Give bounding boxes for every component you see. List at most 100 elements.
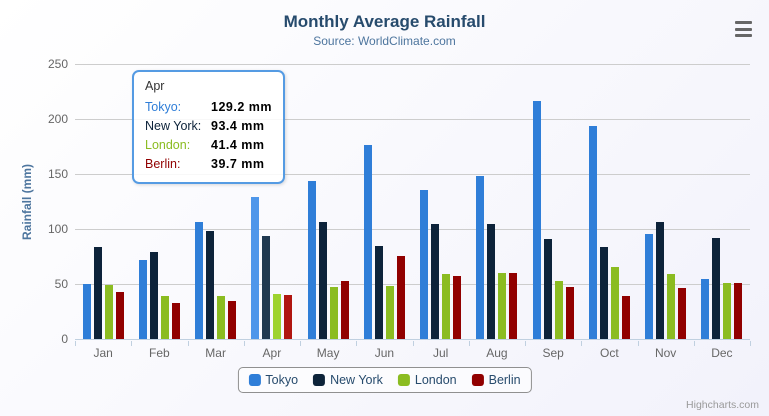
bar-new-york-mar[interactable] <box>206 230 215 339</box>
x-axis-tick <box>581 341 583 346</box>
tooltip: Apr Tokyo: 129.2 mm New York: 93.4 mm London… <box>132 70 285 184</box>
bar-tokyo-nov[interactable] <box>645 233 654 339</box>
bar-new-york-dec[interactable] <box>712 237 721 339</box>
y-axis-labels: 0 50 100 150 200 250 <box>0 0 68 416</box>
bar-berlin-feb[interactable] <box>171 302 180 339</box>
bar-berlin-may[interactable] <box>340 281 349 339</box>
bar-new-york-jun[interactable] <box>374 246 383 339</box>
tooltip-header: Apr <box>145 79 165 93</box>
x-axis-label-feb: Feb <box>149 346 170 360</box>
bar-new-york-feb[interactable] <box>149 252 158 339</box>
bar-tokyo-jan[interactable] <box>82 284 91 339</box>
bar-london-may[interactable] <box>329 287 338 339</box>
bar-group-apr <box>244 65 300 339</box>
bar-berlin-jun[interactable] <box>396 255 405 339</box>
bar-tokyo-aug[interactable] <box>476 175 485 339</box>
tooltip-row-berlin: Berlin: 39.7 mm <box>145 154 272 173</box>
bar-london-jan[interactable] <box>104 285 113 339</box>
legend-item-london[interactable]: London <box>397 373 457 387</box>
bar-berlin-dec[interactable] <box>734 282 743 339</box>
bar-berlin-nov[interactable] <box>678 287 687 339</box>
gridline-150 <box>75 174 750 175</box>
credits-link[interactable]: Highcharts.com <box>686 399 759 411</box>
bar-new-york-aug[interactable] <box>487 224 496 339</box>
x-axis-labels: Jan Feb Mar Apr May Jun Jul Aug Sep Oct Nov Dec <box>75 346 750 360</box>
bar-new-york-jul[interactable] <box>431 223 440 339</box>
bar-group-jul <box>413 65 469 339</box>
legend: Tokyo New York London Berlin <box>237 367 532 393</box>
bar-tokyo-apr[interactable] <box>251 196 260 339</box>
tooltip-series-name: London: <box>145 137 191 152</box>
bar-tokyo-mar[interactable] <box>195 222 204 339</box>
bar-group-aug <box>469 65 525 339</box>
bar-new-york-apr[interactable] <box>262 236 271 339</box>
bar-group-feb <box>131 65 187 339</box>
tooltip-series-value: 41.4 mm <box>211 137 265 152</box>
bar-london-aug[interactable] <box>498 273 507 339</box>
bar-new-york-may[interactable] <box>318 222 327 339</box>
chart-title: Monthly Average Rainfall <box>283 12 486 31</box>
x-axis-tick <box>750 341 751 346</box>
bar-london-nov[interactable] <box>667 273 676 339</box>
legend-item-tokyo[interactable]: Tokyo <box>248 373 298 387</box>
gridline-50 <box>75 284 750 285</box>
bar-london-apr[interactable] <box>273 293 282 339</box>
bar-london-feb[interactable] <box>160 296 169 339</box>
bar-berlin-apr[interactable] <box>284 295 293 339</box>
tooltip-series-value: 93.4 mm <box>211 118 265 133</box>
x-axis-tick <box>243 341 245 346</box>
bar-london-sep[interactable] <box>554 281 563 339</box>
bar-berlin-oct[interactable] <box>621 296 630 339</box>
bar-berlin-jul[interactable] <box>453 275 462 339</box>
bar-berlin-aug[interactable] <box>509 272 518 339</box>
hamburger-bar <box>735 34 752 37</box>
bar-tokyo-feb[interactable] <box>138 260 147 339</box>
y-axis-label-200: 200 <box>47 112 68 126</box>
bar-london-dec[interactable] <box>723 282 732 339</box>
tooltip-series-value: 39.7 mm <box>211 156 265 171</box>
x-axis-label-oct: Oct <box>600 346 619 360</box>
bar-tokyo-oct[interactable] <box>588 125 597 339</box>
hamburger-bar <box>735 27 752 31</box>
legend-label: London <box>414 373 457 387</box>
bar-london-jun[interactable] <box>385 285 394 339</box>
bar-tokyo-may[interactable] <box>307 180 316 339</box>
bar-london-mar[interactable] <box>217 295 226 339</box>
legend-symbol-new-york <box>313 374 326 386</box>
tooltip-row-tokyo: Tokyo: 129.2 mm <box>145 97 272 116</box>
bar-london-jul[interactable] <box>442 274 451 339</box>
bar-group-jan <box>75 65 131 339</box>
bar-tokyo-jul[interactable] <box>420 189 429 339</box>
bar-berlin-jan[interactable] <box>115 292 124 339</box>
bar-berlin-sep[interactable] <box>565 286 574 339</box>
legend-symbol-berlin <box>471 374 484 386</box>
bar-berlin-mar[interactable] <box>228 301 237 339</box>
gridline-100 <box>75 229 750 230</box>
x-axis-tick <box>525 341 526 346</box>
legend-label: New York <box>330 373 383 387</box>
bar-new-york-sep[interactable] <box>543 238 552 339</box>
x-axis-label-sep: Sep <box>542 346 564 360</box>
bar-tokyo-dec[interactable] <box>701 279 710 339</box>
bar-tokyo-jun[interactable] <box>363 145 372 339</box>
x-axis-label-jun: Jun <box>374 346 395 360</box>
x-axis-tick <box>693 341 695 346</box>
x-axis-tick <box>131 341 133 346</box>
x-axis-tick <box>468 341 470 346</box>
tooltip-series-name: Tokyo: <box>145 99 182 114</box>
legend-item-new-york[interactable]: New York <box>313 373 383 387</box>
legend-symbol-london <box>397 374 410 386</box>
y-axis-label-100: 100 <box>47 222 68 236</box>
bar-new-york-jan[interactable] <box>93 247 102 339</box>
bar-new-york-oct[interactable] <box>599 247 608 339</box>
legend-item-berlin[interactable]: Berlin <box>471 373 521 387</box>
bar-new-york-nov[interactable] <box>656 221 665 339</box>
x-axis-label-mar: Mar <box>205 346 226 360</box>
x-axis-label-nov: Nov <box>654 346 677 360</box>
y-axis-label-250: 250 <box>47 57 68 71</box>
bar-london-oct[interactable] <box>610 267 619 339</box>
bar-tokyo-sep[interactable] <box>532 101 541 339</box>
bar-group-may <box>300 65 356 339</box>
export-hamburger-menu-icon[interactable] <box>735 21 752 37</box>
